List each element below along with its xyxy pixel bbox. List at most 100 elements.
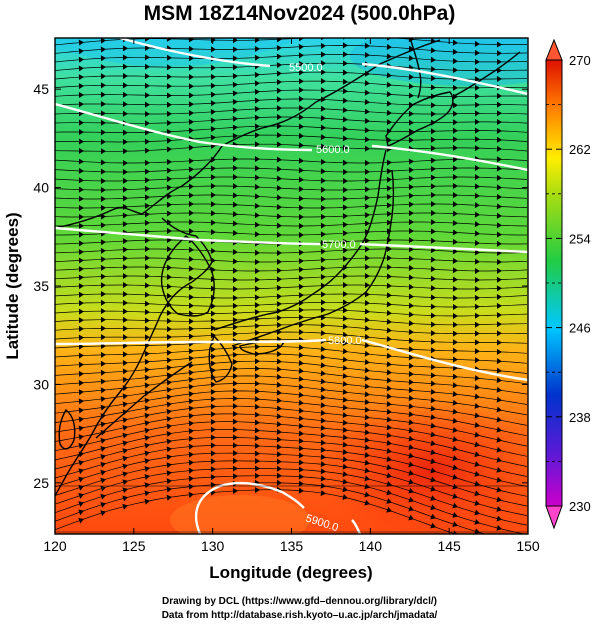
wind-arrowhead [122, 316, 128, 323]
wind-arrowhead [144, 427, 150, 434]
wind-arrowhead [232, 174, 238, 181]
wind-arrowhead [276, 381, 282, 388]
wind-arrowhead [408, 167, 414, 174]
wind-arrowhead [144, 54, 150, 61]
wind-arrowhead [320, 78, 326, 85]
wind-arrowhead [474, 258, 480, 265]
wind-arrowhead [276, 421, 282, 428]
wind-arrowhead [408, 255, 414, 262]
wind-arrowhead [452, 321, 458, 328]
wind-arrowhead [100, 110, 106, 117]
wind-arrowhead [298, 258, 304, 265]
wind-arrowhead [298, 249, 304, 256]
wind-arrowhead [386, 464, 392, 471]
wind-arrowhead [364, 483, 370, 490]
wind-arrowhead [100, 477, 106, 484]
wind-arrowhead [189, 210, 194, 216]
wind-arrowhead [254, 132, 260, 139]
wind-arrowhead [188, 483, 194, 490]
wind-arrowhead [188, 157, 194, 164]
wind-arrowhead [342, 144, 348, 151]
wind-arrowhead [408, 478, 414, 485]
streamline [55, 89, 528, 97]
wind-arrowhead [188, 475, 194, 482]
wind-arrowhead [386, 168, 392, 175]
wind-arrowhead [496, 58, 502, 65]
streamline [55, 230, 527, 236]
wind-arrowhead [430, 47, 436, 54]
wind-arrowhead [254, 183, 260, 190]
wind-arrowhead [452, 136, 458, 143]
wind-arrowhead [496, 165, 502, 172]
wind-arrowhead [474, 312, 480, 319]
wind-arrowhead [452, 102, 458, 109]
wind-arrowhead [452, 238, 458, 245]
wind-arrowhead [100, 195, 106, 202]
wind-arrowhead [78, 468, 84, 475]
wind-arrowhead [496, 93, 502, 100]
wind-arrowhead [474, 480, 480, 487]
wind-arrowhead [254, 343, 260, 350]
wind-arrowhead [144, 273, 150, 280]
streamline [55, 390, 528, 426]
wind-arrowhead [496, 101, 502, 108]
wind-arrowhead [408, 419, 414, 426]
wind-arrowhead [408, 246, 414, 253]
wind-arrowhead [166, 146, 172, 153]
wind-arrowhead [386, 335, 392, 342]
wind-arrowhead [78, 398, 84, 405]
wind-arrowhead [430, 145, 436, 152]
wind-arrowhead [254, 442, 260, 449]
wind-arrowhead [254, 123, 260, 130]
streamline [55, 353, 528, 374]
colorbar-top-arrow [545, 38, 563, 61]
x-tick-label: 130 [201, 538, 225, 554]
wind-arrowhead [188, 275, 194, 282]
wind-arrowhead [232, 258, 238, 265]
wind-arrowhead [166, 92, 172, 99]
wind-arrowhead [166, 159, 172, 166]
wind-arrowhead [144, 366, 150, 373]
wind-arrowhead [474, 202, 480, 209]
wind-arrowhead [100, 148, 106, 155]
wind-arrowhead [452, 502, 458, 509]
wind-arrowhead [430, 485, 436, 492]
wind-arrowhead [210, 434, 216, 441]
wind-arrowhead [364, 300, 370, 307]
wind-arrowhead [474, 93, 480, 100]
wind-arrowhead [408, 444, 414, 450]
wind-arrowhead [364, 108, 370, 115]
wind-arrowhead [298, 422, 304, 429]
wind-arrowhead [298, 314, 304, 321]
wind-arrowhead [320, 239, 326, 246]
wind-arrowhead [298, 114, 304, 121]
wind-arrowhead [408, 283, 414, 290]
wind-arrowhead [320, 38, 326, 41]
wind-arrowhead [276, 373, 282, 380]
wind-arrowhead [364, 89, 370, 96]
wind-arrowhead [122, 186, 128, 193]
wind-arrowhead [496, 276, 502, 283]
wind-arrowhead [386, 327, 392, 334]
wind-arrowhead [122, 455, 128, 462]
wind-arrowhead [78, 300, 84, 307]
wind-arrowhead [78, 476, 84, 483]
wind-arrowhead [496, 330, 502, 337]
wind-arrowhead [144, 101, 150, 108]
wind-arrowhead [342, 412, 348, 419]
wind-arrowhead [386, 301, 392, 308]
wind-arrowhead [188, 333, 194, 340]
wind-arrowhead [232, 165, 238, 172]
wind-arrowhead [496, 110, 502, 117]
wind-arrowhead [78, 195, 84, 202]
wind-arrowhead [496, 321, 502, 328]
wind-arrowhead [364, 70, 370, 77]
wind-arrowhead [78, 222, 84, 229]
wind-arrowhead [408, 101, 414, 108]
wind-arrowhead [298, 69, 304, 76]
wind-arrowhead [122, 281, 128, 288]
wind-arrowhead [188, 459, 194, 466]
wind-arrowhead [452, 201, 458, 208]
colorbar-tick-label: 238 [569, 410, 591, 425]
